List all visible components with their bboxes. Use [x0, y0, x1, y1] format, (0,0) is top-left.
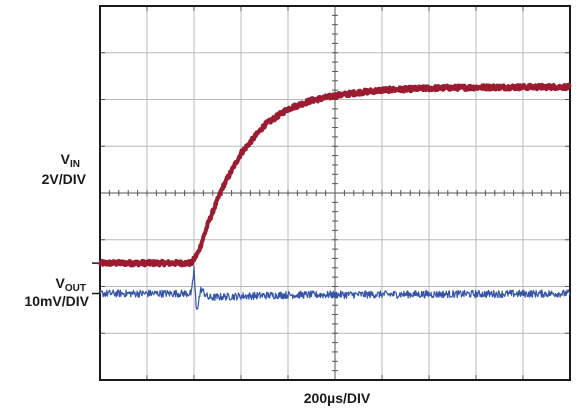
vout-scale-label: 10mV/DIV: [24, 293, 89, 309]
vout-label: VOUT: [56, 275, 86, 294]
traces: [98, 82, 572, 310]
x-axis-label: 200µs/DIV: [304, 390, 371, 406]
vin-label: VIN: [61, 151, 80, 170]
plot-frame: [99, 5, 571, 381]
trace-vin: [98, 82, 572, 268]
vin-scale-label: 2V/DIV: [42, 171, 87, 187]
trace-vout: [99, 265, 571, 310]
grid: [92, 5, 571, 381]
